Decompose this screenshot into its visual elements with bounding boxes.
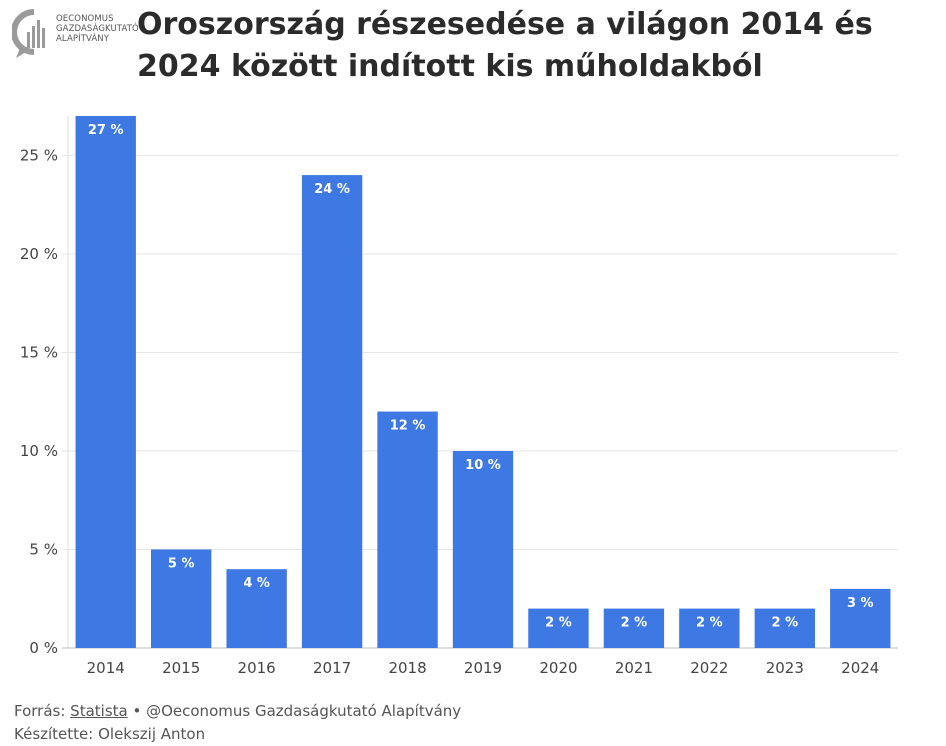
- data-label: 2 %: [621, 616, 648, 631]
- y-tick-label: 25 %: [20, 146, 58, 164]
- data-label: 10 %: [465, 458, 501, 473]
- chart-title-line-1: Oroszország részesedése a világon 2014 é…: [137, 7, 873, 42]
- oeconomus-logo: OECONOMUS GAZDASÁGKUTATÓ ALAPÍTVÁNY: [12, 8, 139, 64]
- data-label: 2 %: [696, 616, 723, 631]
- bar-2018: [377, 411, 438, 648]
- data-label: 27 %: [88, 123, 124, 138]
- data-label: 4 %: [243, 576, 270, 591]
- footer: Forrás: Statista • @Oeconomus Gazdaságku…: [14, 700, 461, 746]
- x-tick-label: 2022: [690, 659, 728, 677]
- x-tick-label: 2021: [615, 659, 653, 677]
- logo-line: OECONOMUS: [56, 14, 114, 24]
- x-tick-label: 2014: [87, 659, 125, 677]
- author-line: Készítette: Olekszij Anton: [14, 725, 206, 743]
- data-label: 12 %: [390, 419, 426, 434]
- bar-2022: [679, 608, 740, 648]
- x-tick-label: 2017: [313, 659, 351, 677]
- bar-2017: [301, 175, 363, 648]
- chart-title: Oroszország részesedése a világon 2014 é…: [137, 4, 917, 88]
- data-label: 3 %: [847, 596, 874, 611]
- bar-2021: [603, 608, 665, 648]
- bar-2020: [528, 608, 589, 648]
- bar-2016: [226, 569, 287, 648]
- source-prefix: Forrás:: [14, 702, 71, 720]
- bar-2019: [452, 450, 514, 648]
- logo-line: GAZDASÁGKUTATÓ: [56, 24, 139, 34]
- bar-2024: [830, 588, 891, 648]
- bar-2023: [754, 608, 815, 648]
- source-link[interactable]: Statista: [70, 702, 128, 720]
- chart-title-line-2: 2024 között indított kis műholdakból: [137, 49, 763, 84]
- data-label: 2 %: [772, 616, 799, 631]
- source-suffix: • @Oeconomus Gazdaságkutató Alapítvány: [127, 702, 462, 720]
- x-tick-label: 2024: [841, 659, 879, 677]
- data-label: 5 %: [168, 556, 195, 571]
- x-tick-label: 2016: [238, 659, 276, 677]
- bar-2014: [75, 116, 136, 648]
- logo-text: OECONOMUS GAZDASÁGKUTATÓ ALAPÍTVÁNY: [56, 14, 139, 44]
- source-line: Forrás: Statista • @Oeconomus Gazdaságku…: [14, 700, 461, 723]
- data-label: 24 %: [314, 182, 350, 197]
- x-tick-label: 2018: [388, 659, 426, 677]
- bar-2015: [151, 549, 212, 648]
- logo-line: ALAPÍTVÁNY: [56, 34, 110, 44]
- x-tick-label: 2020: [539, 659, 577, 677]
- y-tick-label: 10 %: [20, 442, 58, 460]
- data-label: 2 %: [545, 616, 572, 631]
- y-tick-label: 20 %: [20, 245, 58, 263]
- x-tick-label: 2015: [162, 659, 200, 677]
- x-tick-label: 2019: [464, 659, 502, 677]
- y-tick-label: 0 %: [29, 639, 58, 657]
- logo-mark-icon: [12, 9, 45, 58]
- bar-chart: 0 % 5 % 10 % 15 % 20 % 25 % 27 % 2014 5 % 2015 4 %…: [20, 116, 898, 677]
- y-tick-label: 5 %: [29, 540, 58, 558]
- x-tick-label: 2023: [766, 659, 804, 677]
- y-tick-label: 15 %: [20, 343, 58, 361]
